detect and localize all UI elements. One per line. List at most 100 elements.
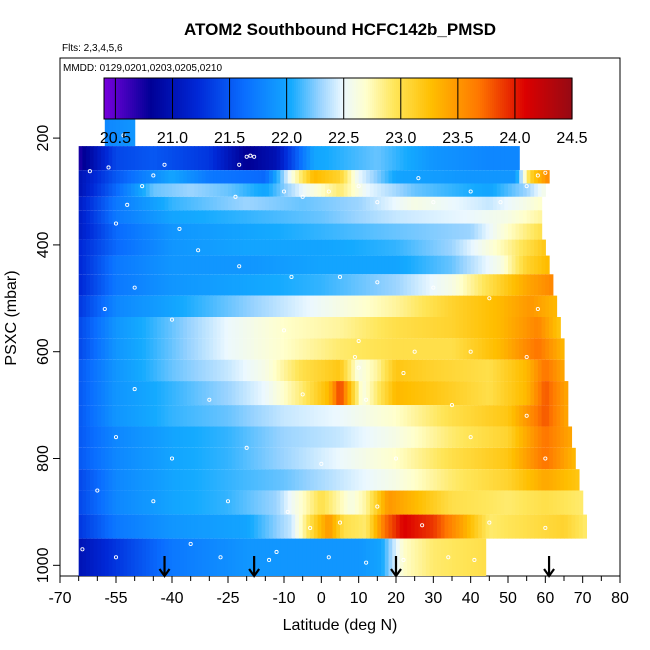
heatmap-cell [522, 426, 528, 448]
heatmap-cell [142, 146, 147, 171]
heatmap-cell [216, 447, 222, 470]
heatmap-cell [123, 426, 128, 448]
heatmap-cell [500, 447, 505, 470]
heatmap-row [78, 210, 543, 224]
x-tick-label: 80 [611, 590, 629, 607]
heatmap-cell [104, 196, 110, 211]
heatmap-cell [519, 317, 524, 339]
heatmap-cell [228, 274, 233, 296]
heatmap-cell [97, 359, 102, 382]
heatmap-row [78, 196, 543, 211]
heatmap-cell [504, 183, 509, 197]
heatmap-cell [101, 317, 106, 339]
colorbar-segment [260, 78, 263, 119]
heatmap-cell [403, 538, 408, 576]
heatmap-cell [556, 447, 561, 470]
heatmap-cell [78, 381, 83, 406]
heatmap-cell [455, 183, 461, 197]
heatmap-cell [515, 183, 520, 197]
colorbar-segment [500, 78, 503, 119]
heatmap-cell [160, 239, 166, 256]
heatmap-cell [157, 183, 162, 197]
heatmap-cell [556, 426, 561, 448]
heatmap-cell [250, 405, 255, 427]
heatmap-cell [340, 274, 345, 296]
heatmap-cell [198, 196, 203, 211]
heatmap-cell [119, 426, 125, 448]
heatmap-cell [418, 210, 423, 224]
heatmap-cell [347, 317, 352, 339]
heatmap-cell [508, 223, 513, 240]
heatmap-cell [328, 447, 334, 470]
heatmap-cell [216, 490, 222, 515]
heatmap-cell [183, 447, 188, 470]
heatmap-cell [224, 514, 229, 539]
heatmap-row [78, 146, 520, 171]
heatmap-cell [556, 381, 561, 406]
colorbar-segment [494, 78, 497, 119]
heatmap-cell [414, 359, 419, 382]
colorbar-segment [276, 78, 279, 119]
heatmap-cell [246, 223, 251, 240]
colorbar-segment [428, 78, 431, 119]
heatmap-cell [160, 338, 166, 360]
heatmap-cell [463, 255, 468, 275]
heatmap-cell [164, 274, 169, 296]
heatmap-cell [493, 381, 498, 406]
heatmap-cell [354, 170, 360, 184]
heatmap-cell [552, 338, 558, 360]
heatmap-cell [291, 514, 296, 539]
heatmap-cell [407, 317, 412, 339]
heatmap-cell [224, 447, 229, 470]
heatmap-cell [351, 538, 356, 576]
heatmap-cell [541, 426, 546, 448]
heatmap-cell [306, 274, 311, 296]
heatmap-cell [142, 295, 147, 317]
heatmap-cell [235, 146, 240, 171]
heatmap-cell [257, 381, 263, 406]
heatmap-cell [366, 381, 371, 406]
colorbar-segment [224, 78, 227, 119]
heatmap-cell [228, 295, 233, 317]
heatmap-cell [377, 405, 382, 427]
heatmap-cell [112, 447, 117, 470]
heatmap-cell [209, 170, 214, 184]
colorbar-segment [400, 78, 403, 119]
heatmap-cell [463, 538, 468, 576]
heatmap-cell [414, 255, 419, 275]
heatmap-cell [239, 210, 244, 224]
heatmap-cell [313, 274, 319, 296]
heatmap-cell [496, 255, 502, 275]
heatmap-cell [313, 295, 319, 317]
heatmap-cell [276, 469, 281, 491]
heatmap-cell [407, 196, 412, 211]
heatmap-cell [295, 405, 300, 427]
heatmap-cell [310, 317, 315, 339]
heatmap-cell [194, 146, 199, 171]
heatmap-cell [280, 210, 285, 224]
heatmap-cell [504, 447, 509, 470]
heatmap-cell [224, 255, 229, 275]
heatmap-cell [530, 381, 535, 406]
heatmap-cell [336, 255, 341, 275]
heatmap-cell [381, 146, 386, 171]
heatmap-cell [130, 381, 136, 406]
heatmap-cell [403, 317, 408, 339]
heatmap-cell [448, 490, 453, 515]
colorbar-segment [320, 78, 323, 119]
heatmap-cell [537, 223, 543, 240]
heatmap-cell [149, 405, 154, 427]
heatmap-cell [530, 210, 535, 224]
x-tick-label: 0 [317, 590, 326, 607]
heatmap-cell [284, 146, 289, 171]
colorbar-segment [424, 78, 427, 119]
heatmap-cell [410, 426, 416, 448]
heatmap-cell [257, 405, 263, 427]
heatmap-cell [358, 295, 363, 317]
heatmap-cell [130, 295, 136, 317]
heatmap-cell [392, 381, 397, 406]
heatmap-cell [485, 295, 490, 317]
heatmap-cell [78, 338, 83, 360]
heatmap-cell [366, 538, 371, 576]
heatmap-cell [448, 447, 453, 470]
